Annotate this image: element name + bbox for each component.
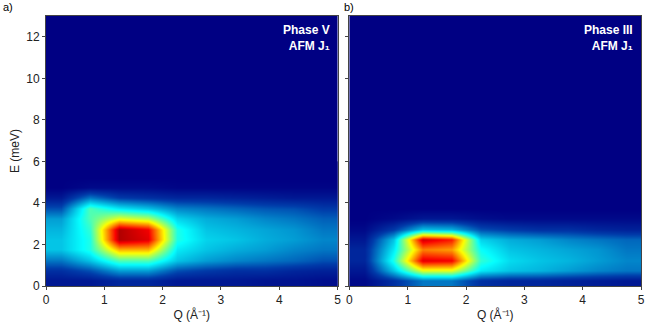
svg-text:1: 1 — [404, 293, 411, 307]
svg-text:12: 12 — [26, 30, 40, 44]
svg-text:0: 0 — [33, 279, 40, 293]
svg-text:Phase VAFM J₁: Phase VAFM J₁ — [283, 23, 330, 53]
svg-text:Q (Å⁻¹): Q (Å⁻¹) — [173, 307, 210, 322]
svg-text:3: 3 — [218, 293, 225, 307]
svg-text:5: 5 — [638, 293, 645, 307]
svg-text:0: 0 — [43, 293, 50, 307]
svg-text:1: 1 — [101, 293, 108, 307]
svg-text:E (meV): E (meV) — [8, 129, 22, 173]
svg-text:8: 8 — [33, 113, 40, 127]
svg-text:10: 10 — [26, 72, 40, 86]
svg-text:b): b) — [344, 1, 354, 13]
svg-text:4: 4 — [33, 196, 40, 210]
svg-text:a): a) — [3, 1, 13, 13]
svg-text:Q (Å⁻¹): Q (Å⁻¹) — [477, 307, 514, 322]
svg-text:3: 3 — [521, 293, 528, 307]
svg-text:0: 0 — [346, 293, 353, 307]
svg-text:2: 2 — [463, 293, 470, 307]
svg-text:Phase IIIAFM J₁: Phase IIIAFM J₁ — [584, 23, 633, 53]
svg-text:5: 5 — [334, 293, 341, 307]
svg-text:4: 4 — [276, 293, 283, 307]
svg-text:2: 2 — [159, 293, 166, 307]
svg-text:2: 2 — [33, 238, 40, 252]
svg-text:6: 6 — [33, 155, 40, 169]
svg-text:4: 4 — [579, 293, 586, 307]
